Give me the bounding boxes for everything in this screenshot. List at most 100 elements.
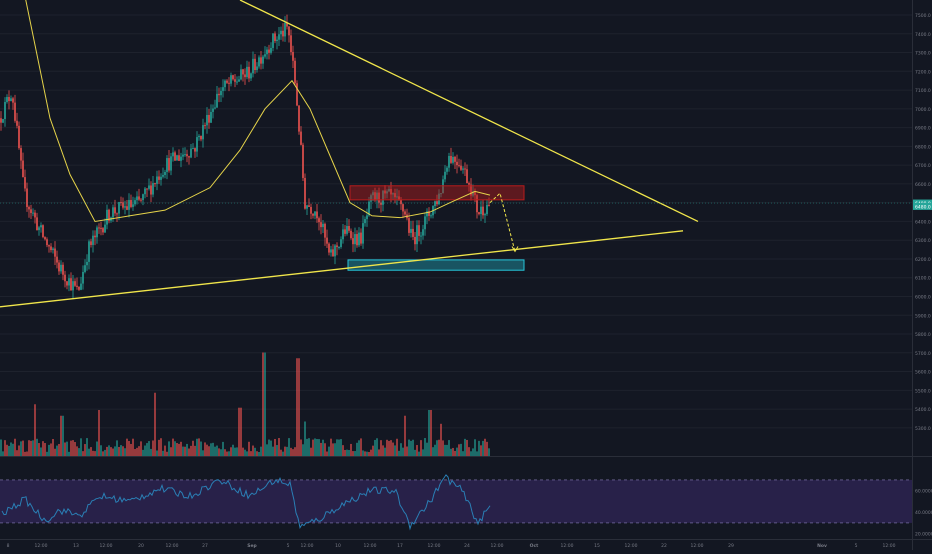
candle-body (150, 185, 152, 194)
volume-bar (314, 438, 316, 456)
volume-bar (82, 451, 84, 456)
volume-bar (226, 452, 228, 456)
candle-body (154, 183, 156, 184)
candle-body (146, 189, 148, 190)
candle-body (404, 211, 406, 214)
candle-body (306, 205, 308, 208)
price-tick-label: 6900.0 (915, 126, 931, 132)
candle-body (318, 218, 320, 222)
volume-bar (250, 451, 252, 456)
volume-bar (70, 441, 72, 456)
candle-body (2, 119, 4, 123)
candle-body (454, 157, 456, 162)
volume-bar (210, 443, 212, 456)
volume-bar (148, 441, 150, 456)
volume-bar (330, 439, 332, 456)
volume-bar (446, 445, 448, 456)
volume-bar (72, 440, 74, 456)
candle-body (484, 214, 486, 215)
candle-body (152, 183, 154, 194)
candle-body (116, 213, 118, 214)
candle-body (212, 109, 214, 112)
volume-bar (62, 416, 64, 456)
price-tick-label: 7100.0 (915, 88, 931, 94)
volume-bar (90, 447, 92, 456)
volume-bar (268, 440, 270, 456)
candle-body (6, 97, 8, 102)
volume-bar (484, 439, 486, 456)
candle-body (314, 211, 316, 215)
candle-body (458, 165, 460, 166)
volume-bar (78, 448, 80, 456)
time-tick-label: Oct (530, 543, 539, 549)
time-tick-label: 22 (661, 543, 667, 549)
volume-bar (426, 443, 428, 456)
volume-bar (112, 449, 114, 456)
candle-body (178, 155, 180, 161)
volume-bar (178, 444, 180, 456)
candle-body (436, 201, 438, 204)
time-tick-label: 12:00 (100, 543, 113, 549)
volume-bar (420, 440, 422, 456)
candle-body (164, 172, 166, 175)
candle-body (334, 245, 336, 256)
volume-bar (42, 441, 44, 456)
volume-bar (392, 443, 394, 456)
volume-bar (136, 448, 138, 456)
candle-body (78, 287, 80, 290)
price-tick-label: 7000.0 (915, 107, 931, 113)
candle-body (222, 87, 224, 91)
candle-body (130, 200, 132, 207)
volume-bar (96, 441, 98, 456)
candle-body (352, 238, 354, 244)
candle-body (254, 59, 256, 70)
candle-body (114, 207, 116, 213)
candle-body (186, 154, 188, 156)
candle-body (284, 23, 286, 37)
volume-bar (202, 450, 204, 456)
candle-body (104, 225, 106, 233)
price-tick-label: 5400.0 (915, 407, 931, 413)
volume-bar (234, 448, 236, 456)
volume-bar (12, 444, 14, 456)
volume-bar (188, 448, 190, 456)
candle-body (76, 286, 78, 287)
candle-body (44, 237, 46, 239)
candle-body (330, 249, 332, 252)
candle-body (132, 204, 134, 207)
volume-bar (154, 393, 156, 456)
candle-body (248, 67, 250, 79)
volume-bar (46, 452, 48, 456)
candle-body (358, 233, 360, 246)
volume-bar (150, 449, 152, 456)
volume-bar (134, 449, 136, 456)
price-tick-label: 6300.0 (915, 238, 931, 244)
volume-bar (162, 451, 164, 456)
volume-bar (180, 442, 182, 456)
volume-bar (122, 446, 124, 456)
candle-body (308, 205, 310, 207)
volume-bar (440, 424, 442, 456)
volume-bar (156, 450, 158, 456)
zone-resistance[interactable] (350, 186, 524, 200)
volume-bar (444, 445, 446, 456)
candle-body (468, 183, 470, 185)
time-tick-label: 29 (728, 543, 734, 549)
volume-bar (434, 445, 436, 456)
candle-body (278, 34, 280, 39)
volume-bar (56, 446, 58, 456)
candle-body (262, 57, 264, 64)
volume-bar (476, 451, 478, 456)
volume-bar (68, 452, 70, 456)
rsi-tick-label: 40.0000 (915, 510, 932, 516)
volume-bar (182, 447, 184, 456)
candle-body (42, 225, 44, 237)
candle-body (424, 216, 426, 229)
time-tick-label: 12:00 (364, 543, 377, 549)
candle-body (172, 152, 174, 156)
candle-body (412, 229, 414, 237)
volume-bar (362, 450, 364, 456)
time-tick-label: 12:00 (691, 543, 704, 549)
